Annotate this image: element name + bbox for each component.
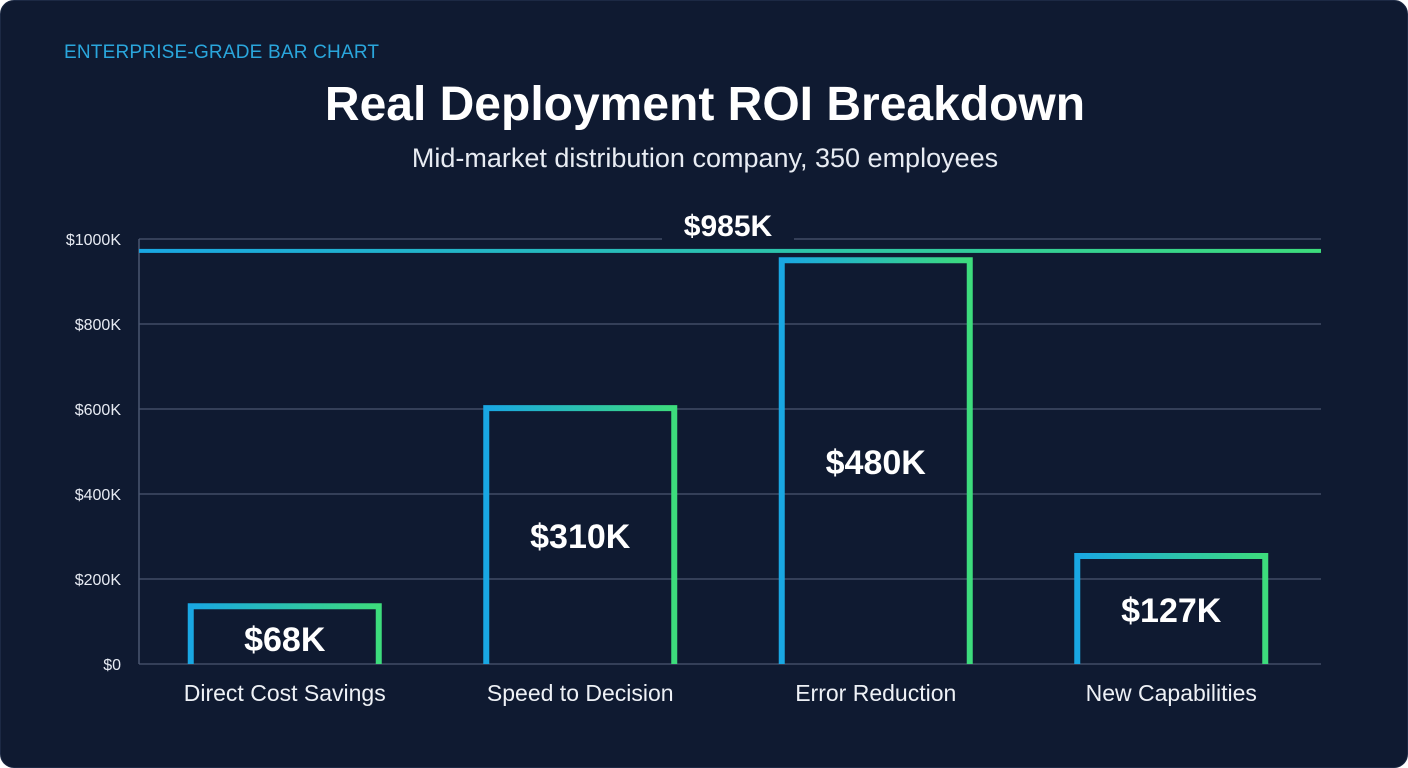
total-label-mask: [662, 233, 794, 245]
bar-value-label: $480K: [826, 444, 927, 482]
y-tick-label: $600K: [75, 402, 122, 419]
bar: [483, 405, 678, 664]
bar: [778, 257, 973, 664]
total-line: [139, 248, 1321, 253]
x-category-label: Error Reduction: [795, 680, 956, 706]
x-category-label: Direct Cost Savings: [184, 680, 386, 706]
bar: [187, 603, 382, 664]
y-tick-label: $800K: [75, 317, 122, 334]
chart-title: Real Deployment ROI Breakdown: [324, 78, 1086, 131]
bar-value-label: $310K: [530, 518, 631, 556]
x-category-label: New Capabilities: [1086, 680, 1257, 706]
y-tick-label: $200K: [75, 572, 122, 589]
chart-subtitle: Mid-market distribution company, 350 emp…: [411, 143, 999, 173]
total-value-label: $985K: [684, 210, 773, 243]
y-tick-label: $400K: [75, 487, 122, 504]
bar: [1074, 553, 1269, 664]
y-tick-label: $1000K: [66, 232, 121, 249]
bar-value-label: $68K: [244, 621, 326, 659]
bar-value-label: $127K: [1121, 592, 1222, 630]
x-category-label: Speed to Decision: [487, 680, 674, 706]
y-tick-label: $0: [103, 657, 121, 674]
eyebrow-label: ENTERPRISE-GRADE BAR CHART: [64, 42, 380, 63]
